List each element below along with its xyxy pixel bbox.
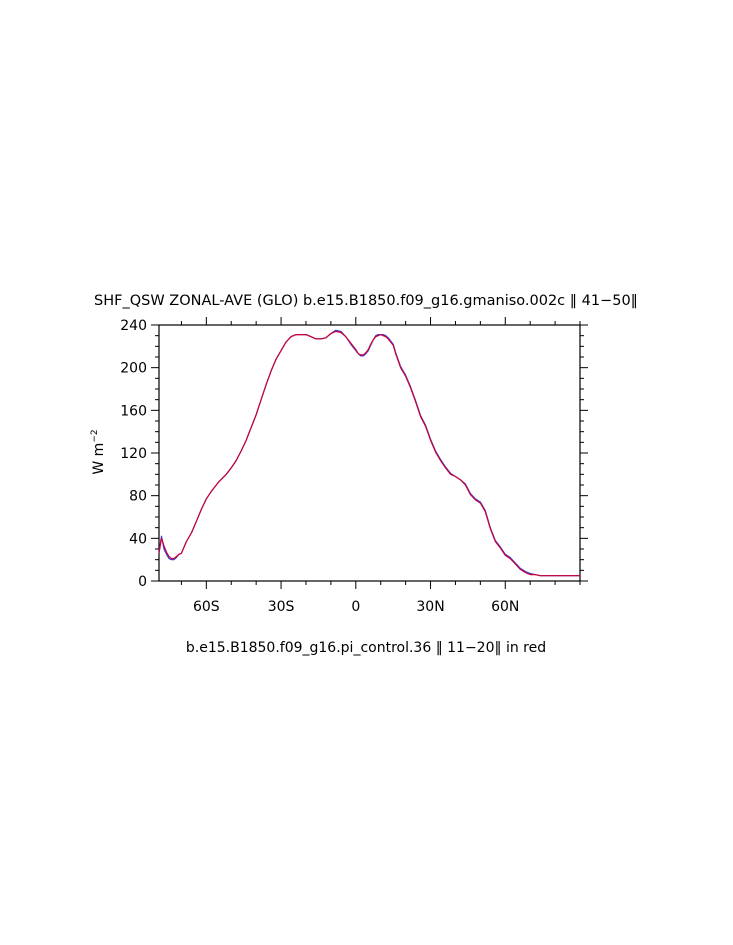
chart-title: SHF_QSW ZONAL-AVE (GLO) b.e15.B1850.f09_… xyxy=(94,293,638,309)
y-tick-label: 40 xyxy=(129,531,147,547)
x-tick-label: 0 xyxy=(351,599,360,615)
plot-area: 0 40 80 120 160 200 240 60S 30S 0 30N 60N xyxy=(120,317,588,615)
x-tick-label: 60N xyxy=(491,599,519,615)
series-line-1 xyxy=(158,329,580,577)
y-tick-label: 80 xyxy=(129,489,147,505)
y-axis-label-superscript: −2 xyxy=(90,429,100,442)
y-tick-label: 120 xyxy=(120,446,147,462)
y-tick-label: 0 xyxy=(138,574,147,590)
y-tick-label: 200 xyxy=(120,361,147,377)
y-axis-label-text: W m xyxy=(91,443,107,475)
y-tick-label: 160 xyxy=(120,403,147,419)
y-tick-label: 240 xyxy=(120,318,147,334)
plot-frame xyxy=(158,324,581,582)
y-axis-label: W m−2 xyxy=(90,429,107,474)
x-tick-label: 60S xyxy=(193,599,220,615)
x-tick-label: 30N xyxy=(416,599,444,615)
chart-caption: b.e15.B1850.f09_g16.pi_control.36 ‖ 11−2… xyxy=(186,640,546,656)
series-line-2 xyxy=(158,330,580,577)
x-tick-label: 30S xyxy=(268,599,295,615)
